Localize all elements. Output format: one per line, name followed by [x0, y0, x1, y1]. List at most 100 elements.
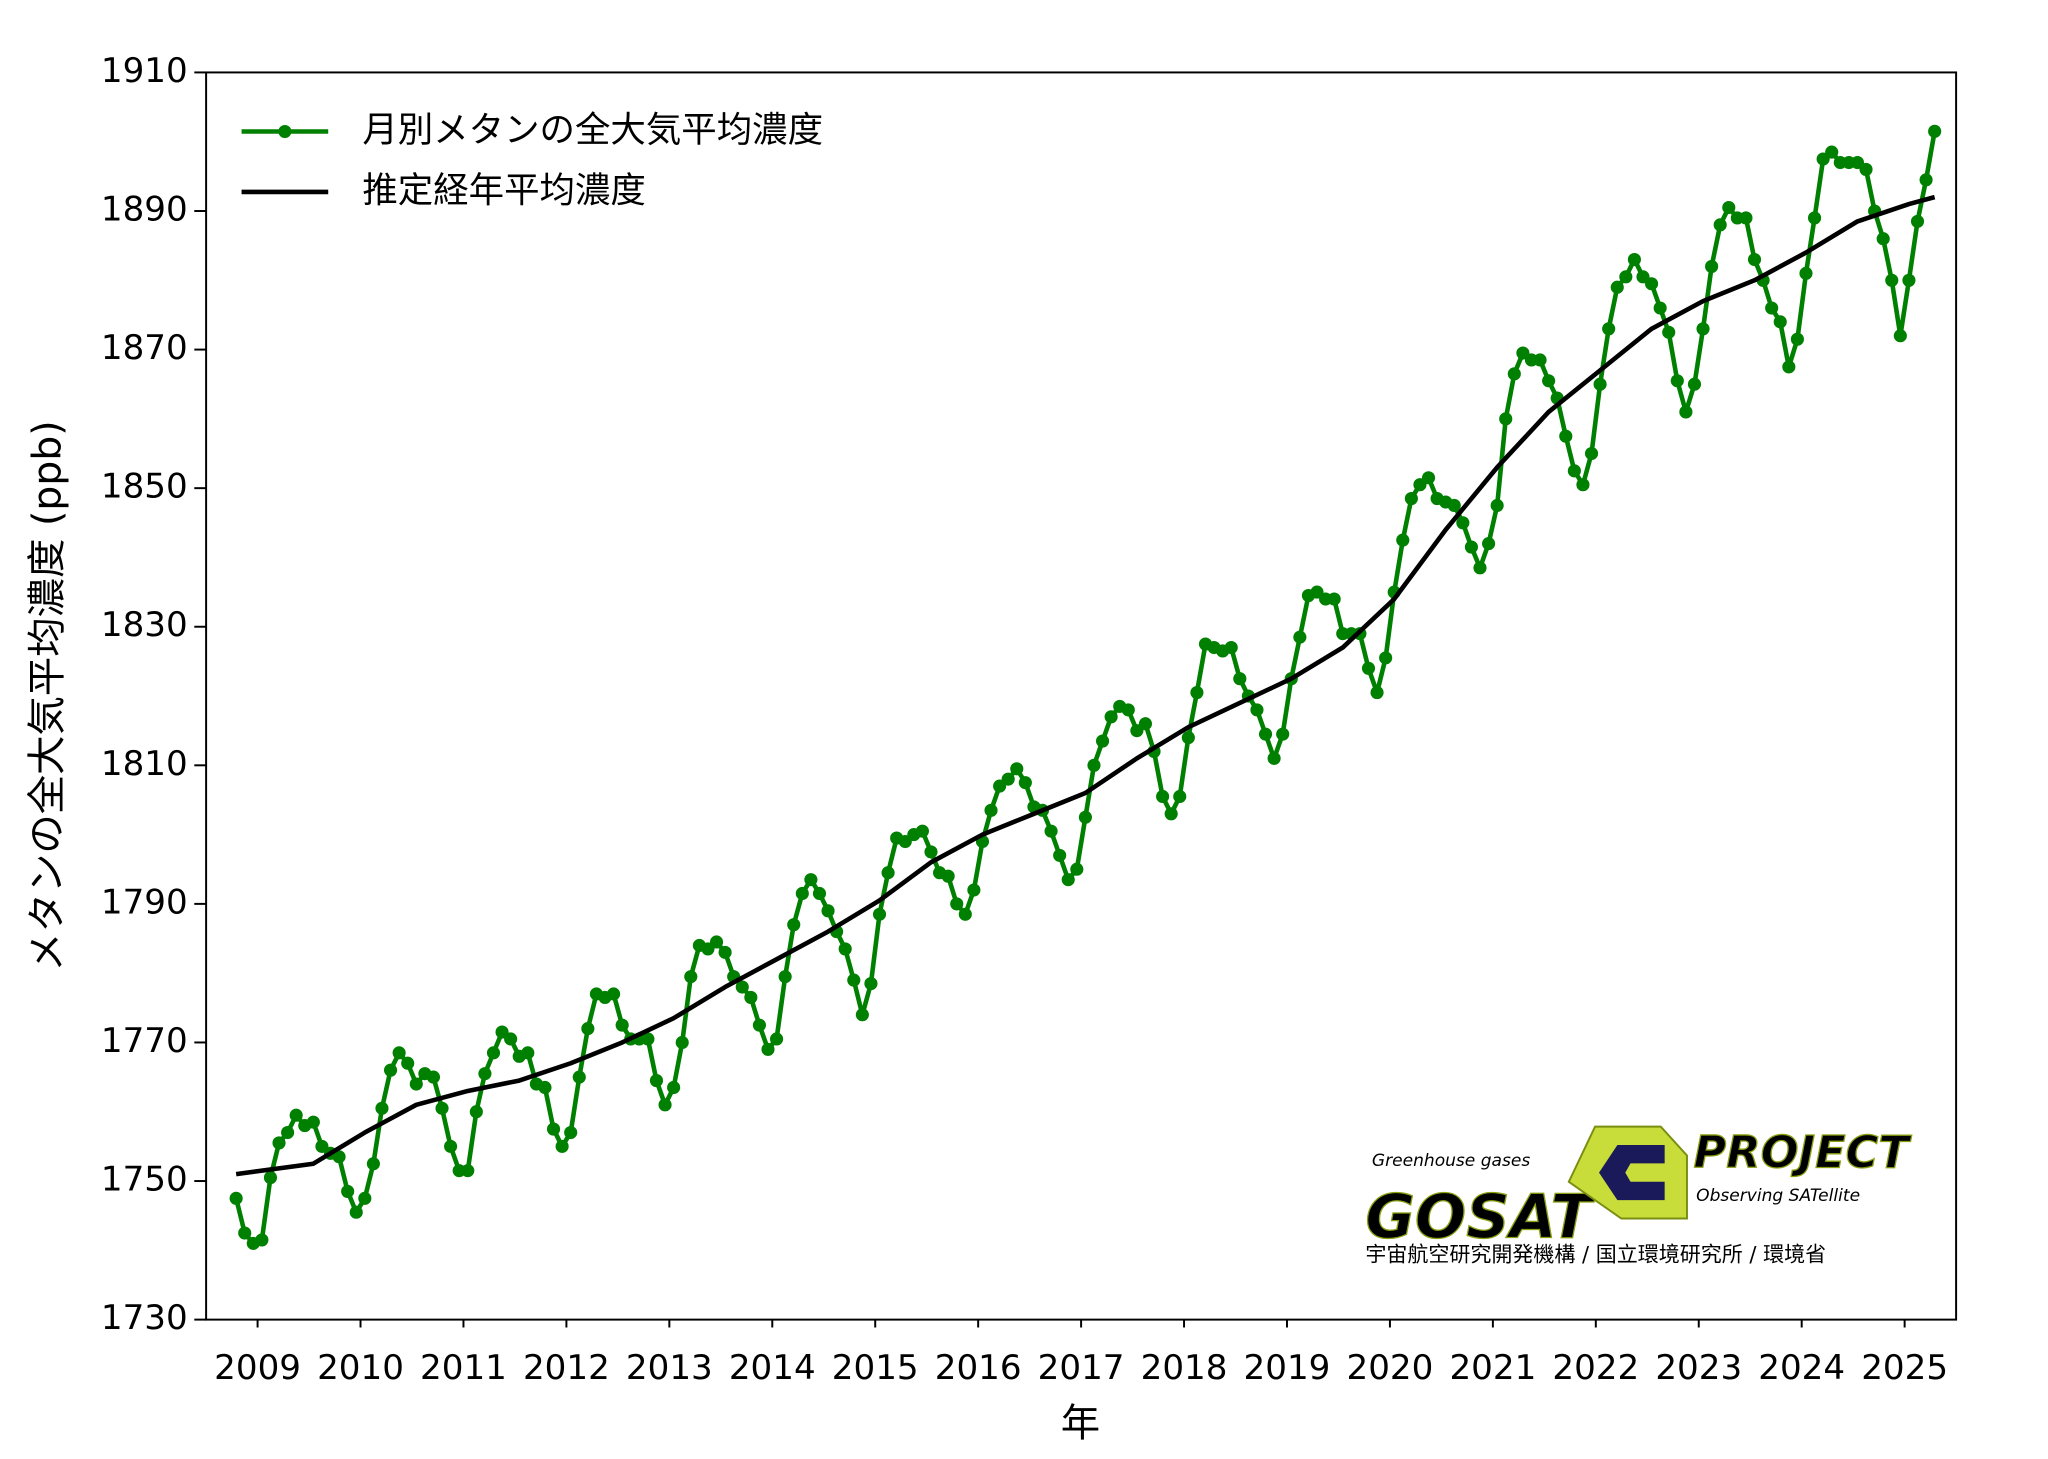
data-point	[872, 907, 887, 921]
y-tick-label: 1810	[101, 744, 188, 784]
data-point	[967, 883, 981, 897]
data-point	[1885, 273, 1899, 287]
data-point	[675, 1035, 689, 1050]
data-point	[1533, 353, 1547, 367]
x-axis-label: 年	[1061, 1400, 1100, 1446]
data-point	[538, 1080, 552, 1095]
data-point	[1490, 498, 1504, 513]
data-point	[392, 1046, 406, 1060]
data-point	[744, 990, 758, 1004]
data-point	[1404, 491, 1418, 506]
y-tick-label: 1870	[101, 328, 188, 368]
x-tick-label: 2014	[729, 1348, 816, 1388]
data-point	[1070, 862, 1084, 876]
y-axis-label: メタンの全大気平均濃度 (ppb)	[24, 420, 70, 971]
data-point	[1121, 703, 1135, 717]
y-tick-label: 1830	[101, 605, 188, 645]
data-point	[564, 1125, 578, 1140]
data-point	[521, 1046, 535, 1060]
x-tick-label: 2025	[1861, 1348, 1948, 1388]
data-point	[1233, 672, 1247, 686]
data-point	[641, 1032, 655, 1046]
data-point	[1696, 322, 1710, 336]
plot-frame	[205, 71, 1958, 1321]
data-point	[581, 1022, 595, 1036]
data-point	[1602, 322, 1616, 336]
y-tick-label: 1850	[101, 467, 188, 507]
data-point	[1447, 498, 1461, 513]
data-point	[1902, 273, 1916, 287]
data-point	[950, 897, 964, 911]
data-point	[1893, 329, 1907, 343]
data-point	[1645, 277, 1659, 291]
data-point	[649, 1074, 664, 1088]
data-point	[1473, 561, 1487, 575]
data-point	[332, 1150, 346, 1164]
x-tick-label: 2009	[214, 1348, 301, 1388]
data-point	[718, 945, 732, 959]
data-point	[1078, 810, 1092, 824]
data-point	[1859, 162, 1873, 177]
data-point	[1928, 124, 1942, 138]
data-point	[1001, 772, 1015, 786]
x-tick-label: 2024	[1758, 1348, 1845, 1388]
data-point	[375, 1101, 389, 1115]
data-point	[435, 1101, 449, 1115]
data-point	[1053, 848, 1067, 862]
data-point	[684, 970, 698, 984]
data-point	[409, 1077, 423, 1091]
data-point	[1739, 211, 1753, 225]
data-point	[1482, 537, 1496, 551]
x-tick-label: 2022	[1552, 1348, 1639, 1388]
data-point	[881, 866, 895, 880]
data-point	[401, 1056, 415, 1070]
data-point	[1293, 630, 1307, 644]
data-point	[1584, 446, 1599, 461]
data-point	[1747, 252, 1762, 267]
data-point	[1258, 727, 1273, 741]
data-point	[1567, 464, 1581, 478]
data-point	[709, 935, 724, 949]
x-tick-label: 2019	[1244, 1348, 1331, 1388]
data-point	[461, 1164, 475, 1178]
data-point	[1456, 516, 1470, 530]
data-point	[821, 904, 835, 918]
data-point	[1782, 360, 1796, 374]
data-point	[306, 1115, 320, 1129]
data-point	[1379, 651, 1393, 665]
data-point	[1713, 218, 1727, 232]
data-point	[1104, 710, 1118, 724]
x-tick-label: 2021	[1449, 1348, 1536, 1388]
data-point	[1164, 807, 1178, 821]
logo-tagline: Greenhouse gases	[1372, 1151, 1530, 1171]
data-point	[1670, 374, 1684, 388]
data-point	[1542, 374, 1556, 388]
data-point	[752, 1018, 766, 1032]
x-tick-label: 2020	[1346, 1348, 1433, 1388]
data-point	[289, 1108, 303, 1122]
data-point	[1250, 703, 1264, 717]
x-tick-label: 2017	[1038, 1348, 1125, 1388]
data-point	[1722, 200, 1736, 215]
data-point	[366, 1157, 380, 1171]
data-point	[770, 1032, 784, 1046]
data-point	[1010, 762, 1024, 776]
data-point	[1421, 471, 1436, 485]
data-point	[1173, 789, 1187, 804]
x-tick-label: 2010	[317, 1348, 404, 1388]
x-tick-label: 2016	[935, 1348, 1022, 1388]
series-line	[233, 130, 1937, 1246]
data-point	[1087, 758, 1101, 772]
data-point	[787, 918, 801, 932]
data-point	[1807, 211, 1822, 225]
data-point	[812, 886, 827, 901]
legend-marker	[278, 124, 292, 139]
data-point	[1825, 145, 1839, 159]
data-point	[615, 1018, 629, 1032]
legend-label: 月別メタンの全大気平均濃度	[362, 110, 823, 151]
data-point	[1687, 377, 1702, 391]
data-point	[838, 942, 852, 956]
data-point	[1327, 592, 1341, 606]
data-point	[1095, 734, 1110, 748]
